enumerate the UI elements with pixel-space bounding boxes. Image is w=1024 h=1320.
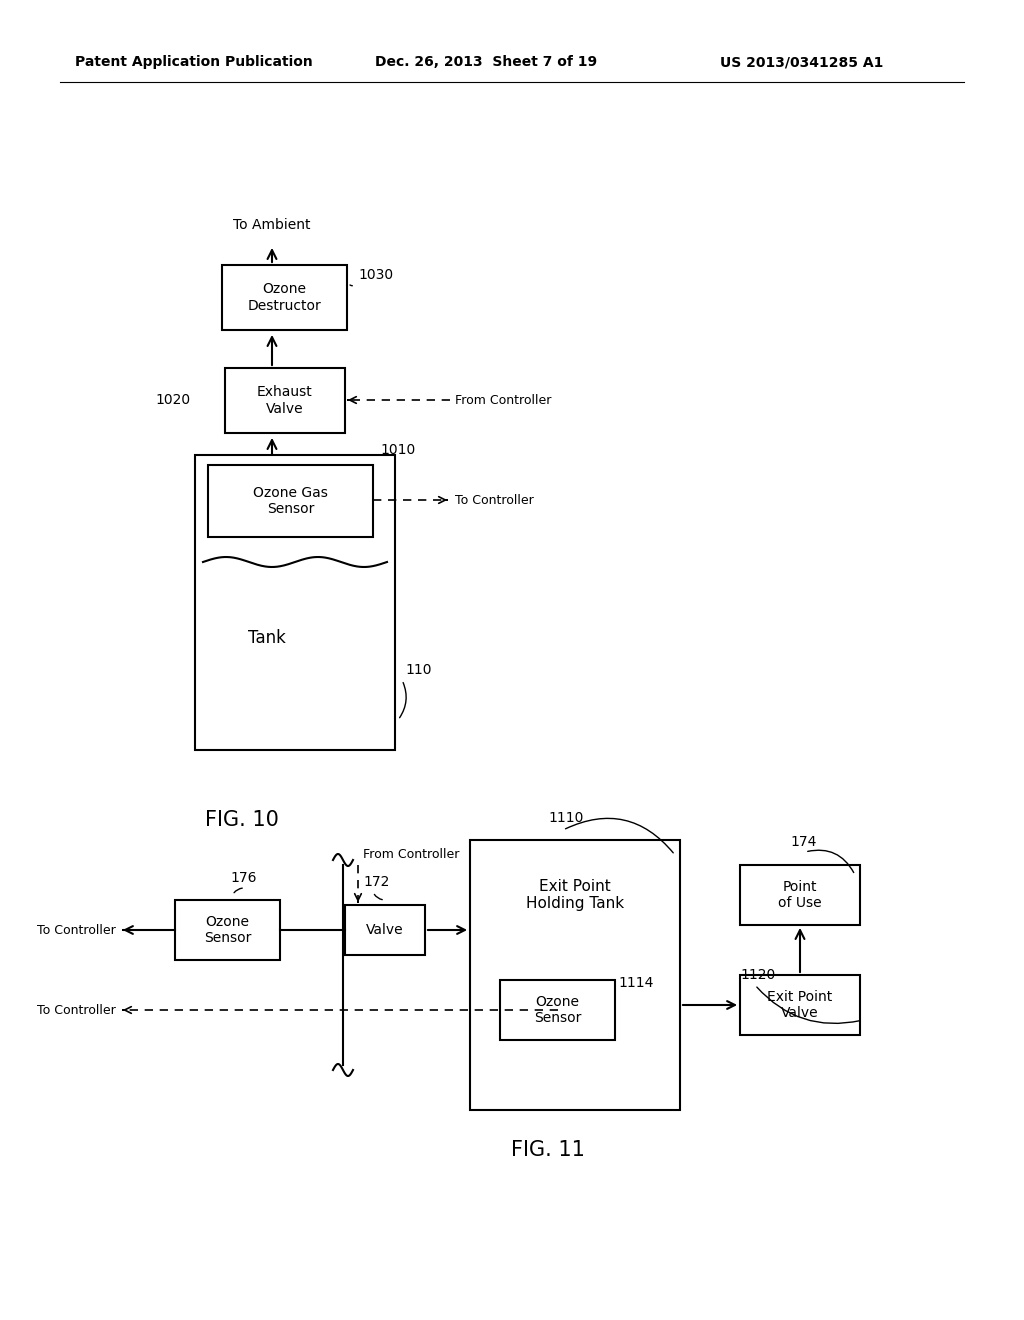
Text: Point
of Use: Point of Use [778, 880, 822, 909]
Bar [740, 975, 860, 1035]
Text: Patent Application Publication: Patent Application Publication [75, 55, 312, 69]
Text: To Ambient: To Ambient [233, 218, 310, 232]
Text: From Controller: From Controller [362, 849, 460, 862]
Text: US 2013/0341285 A1: US 2013/0341285 A1 [720, 55, 884, 69]
Text: Dec. 26, 2013  Sheet 7 of 19: Dec. 26, 2013 Sheet 7 of 19 [375, 55, 597, 69]
Bar [470, 840, 680, 1110]
Text: 1110: 1110 [548, 810, 584, 825]
Text: 176: 176 [230, 871, 256, 884]
Text: Exit Point
Holding Tank: Exit Point Holding Tank [526, 879, 624, 911]
Text: Ozone
Sensor: Ozone Sensor [534, 995, 582, 1026]
Text: 1020: 1020 [155, 393, 190, 407]
Text: To Controller: To Controller [37, 924, 116, 936]
Text: Ozone
Destructor: Ozone Destructor [248, 282, 322, 313]
Bar [195, 455, 395, 750]
Text: 174: 174 [790, 836, 816, 849]
Text: From Controller: From Controller [455, 393, 551, 407]
Text: Valve: Valve [367, 923, 403, 937]
Text: 1010: 1010 [380, 444, 416, 457]
Bar [175, 900, 280, 960]
Text: 110: 110 [406, 663, 431, 677]
Bar [225, 368, 345, 433]
Text: FIG. 10: FIG. 10 [205, 810, 279, 830]
Bar [345, 906, 425, 954]
Text: Exit Point
Valve: Exit Point Valve [767, 990, 833, 1020]
Text: Ozone Gas
Sensor: Ozone Gas Sensor [253, 486, 328, 516]
Text: To Controller: To Controller [37, 1003, 116, 1016]
Bar [222, 265, 347, 330]
Bar [208, 465, 373, 537]
Text: 1120: 1120 [740, 968, 775, 982]
Text: Tank: Tank [248, 630, 286, 647]
Text: FIG. 11: FIG. 11 [511, 1140, 585, 1160]
Text: Ozone
Sensor: Ozone Sensor [204, 915, 251, 945]
Text: 1114: 1114 [618, 975, 653, 990]
Text: 172: 172 [362, 875, 389, 888]
Bar [500, 979, 615, 1040]
Text: 1030: 1030 [358, 268, 393, 282]
Text: Exhaust
Valve: Exhaust Valve [257, 385, 313, 416]
Bar [740, 865, 860, 925]
Text: To Controller: To Controller [455, 494, 534, 507]
